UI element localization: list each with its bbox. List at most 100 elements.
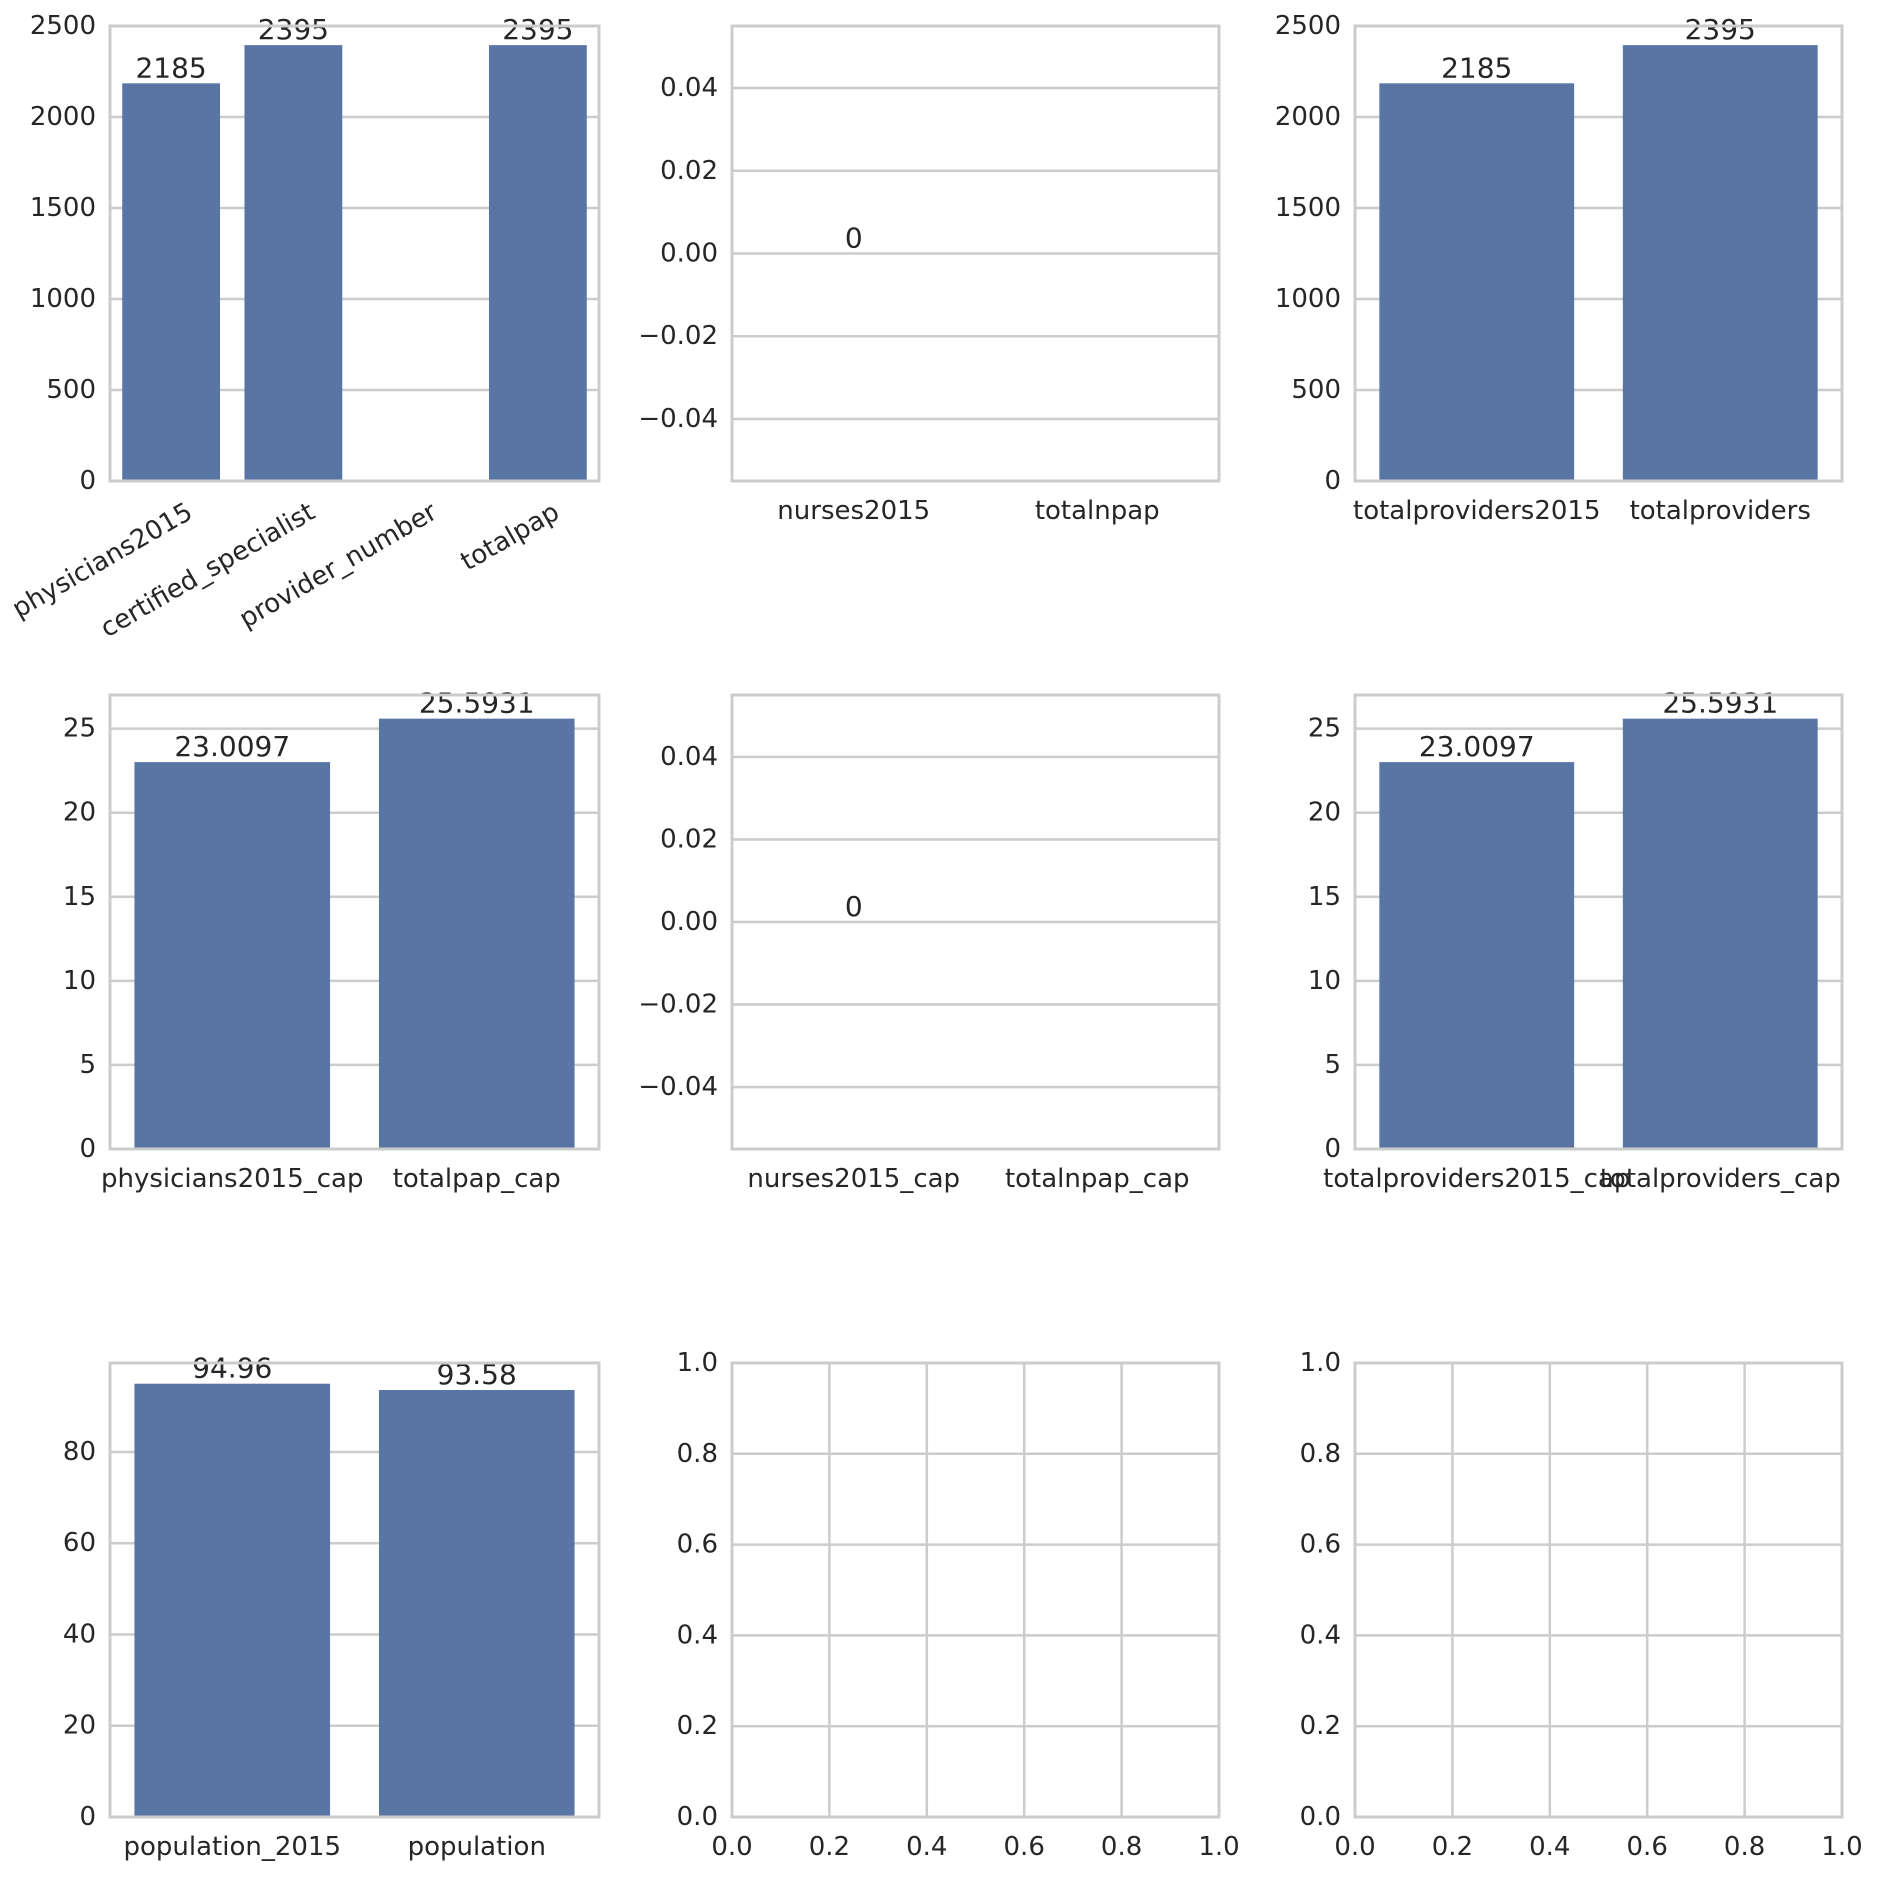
chart-panel-2: −0.04 −0.02 0.00 0.02 0.04 0 nurses2015 totalnp… bbox=[638, 24, 1221, 526]
bar-totalproviders bbox=[1622, 45, 1818, 482]
y-tick-label: 25 bbox=[63, 714, 96, 744]
y-tick-label: 0 bbox=[1324, 1134, 1341, 1164]
bar-value-label: 2185 bbox=[135, 51, 206, 84]
x-tick-label: nurses2015_cap bbox=[747, 1164, 960, 1194]
chart-panel-3: 0 500 1000 1500 2000 2500 2185 totalproviders20… bbox=[1275, 11, 1844, 526]
axes-frame bbox=[108, 693, 601, 1151]
y-tick-label: −0.04 bbox=[638, 404, 718, 434]
x-tick-label: 0.0 bbox=[711, 1832, 752, 1862]
x-tick-label: totalproviders bbox=[1630, 496, 1811, 526]
bar-totalproviders2015_cap bbox=[1379, 762, 1575, 1149]
x-tick-label: population_2015 bbox=[123, 1832, 341, 1862]
y-tick-label: −0.04 bbox=[638, 1072, 718, 1102]
bar-value-label: 25.5931 bbox=[419, 687, 535, 720]
y-tick-label: 0 bbox=[1324, 466, 1341, 496]
y-tick-label: 80 bbox=[63, 1437, 96, 1467]
y-tick-label: 25 bbox=[1308, 714, 1341, 744]
bar-physicians2015_cap bbox=[134, 762, 331, 1149]
x-tick-label: totalpap_cap bbox=[393, 1164, 561, 1194]
chart-panel-1: 050010001500200025002185physicians201523… bbox=[7, 11, 601, 644]
bar-population bbox=[378, 1390, 575, 1817]
y-tick-label: 0.02 bbox=[660, 824, 718, 854]
x-tick-label: totalnpap bbox=[1035, 496, 1160, 526]
y-tick-label: 2000 bbox=[1275, 102, 1341, 132]
axes-frame bbox=[108, 24, 601, 483]
y-tick-label: 500 bbox=[46, 375, 96, 405]
y-tick-label: 0.0 bbox=[1300, 1802, 1341, 1832]
y-tick-label: 0.00 bbox=[660, 907, 718, 937]
x-tick-label: totalnpap_cap bbox=[1005, 1164, 1190, 1194]
bar-physicians2015 bbox=[122, 83, 221, 481]
y-tick-label: 0.2 bbox=[677, 1711, 718, 1741]
x-tick-label: 0.4 bbox=[1529, 1832, 1570, 1862]
y-tick-label: 2000 bbox=[30, 102, 96, 132]
bar-population_2015 bbox=[134, 1383, 331, 1817]
x-tick-label: provider_number bbox=[234, 497, 442, 635]
axes-frame bbox=[730, 693, 1221, 1151]
y-tick-label: 0 bbox=[79, 466, 96, 496]
x-tick-label: 0.6 bbox=[1627, 1832, 1668, 1862]
x-tick-label: 0.6 bbox=[1004, 1832, 1045, 1862]
y-tick-label: 60 bbox=[63, 1528, 96, 1558]
y-tick-label: 0.04 bbox=[660, 742, 718, 772]
y-tick-label: 20 bbox=[1308, 798, 1341, 828]
chart-panel-4: 0 5 10 15 20 25 23.0097 physicians2015_cap 25.59… bbox=[63, 687, 601, 1194]
x-tick-label: totalproviders_cap bbox=[1600, 1164, 1841, 1194]
x-tick-label: totalpap bbox=[456, 497, 565, 577]
y-tick-label: 0.4 bbox=[1300, 1620, 1341, 1650]
y-tick-label: 0 bbox=[79, 1802, 96, 1832]
x-tick-label: 0.8 bbox=[1101, 1832, 1142, 1862]
bar-value-label: 0 bbox=[845, 222, 863, 255]
y-tick-label: 20 bbox=[63, 1711, 96, 1741]
y-tick-label: 0.6 bbox=[1300, 1530, 1341, 1560]
chart-panel-7: 02040608094.96population_201593.58popula… bbox=[63, 1352, 601, 1862]
bar-totalpap_cap bbox=[378, 718, 575, 1149]
y-tick-label: 1000 bbox=[1275, 284, 1341, 314]
bar-value-label: 0 bbox=[845, 890, 863, 923]
x-tick-label: nurses2015 bbox=[777, 496, 930, 526]
bar-value-label: 23.0097 bbox=[174, 730, 290, 763]
y-tick-label: 5 bbox=[1324, 1050, 1341, 1080]
x-tick-label: 0.2 bbox=[1432, 1832, 1473, 1862]
axes-frame bbox=[1353, 1361, 1844, 1819]
x-tick-label: physicians2015_cap bbox=[101, 1164, 364, 1194]
y-tick-label: 0.8 bbox=[677, 1439, 718, 1469]
x-tick-label: 0.4 bbox=[906, 1832, 947, 1862]
y-tick-label: 5 bbox=[79, 1050, 96, 1080]
x-tick-label: 1.0 bbox=[1821, 1832, 1862, 1862]
y-tick-label: 0.2 bbox=[1300, 1711, 1341, 1741]
y-tick-label: 40 bbox=[63, 1619, 96, 1649]
chart-panel-5: −0.04 −0.02 0.00 0.02 0.04 0 nurses2015_cap tot… bbox=[638, 693, 1221, 1194]
y-tick-label: 0.6 bbox=[677, 1530, 718, 1560]
axes-frame bbox=[108, 1361, 601, 1819]
axes-frame bbox=[730, 1361, 1221, 1819]
y-tick-label: 0.0 bbox=[677, 1802, 718, 1832]
x-tick-label: totalproviders2015 bbox=[1353, 496, 1601, 526]
y-tick-label: 15 bbox=[63, 882, 96, 912]
axes-frame bbox=[730, 24, 1221, 483]
bar-value-label: 25.5931 bbox=[1662, 687, 1778, 720]
y-tick-label: 15 bbox=[1308, 882, 1341, 912]
x-tick-label: 1.0 bbox=[1198, 1832, 1239, 1862]
x-tick-label: certified_specialist bbox=[96, 497, 321, 644]
y-tick-label: 1000 bbox=[30, 284, 96, 314]
y-tick-label: 0 bbox=[79, 1134, 96, 1164]
y-tick-label: 2500 bbox=[1275, 11, 1341, 41]
y-tick-label: −0.02 bbox=[638, 990, 718, 1020]
y-tick-label: 2500 bbox=[30, 11, 96, 41]
y-tick-label: 10 bbox=[63, 966, 96, 996]
chart-panel-8: 0.0 0.2 0.4 0.6 0.8 1.0 0.0 0.2 0.4 0.6 0.8 1.0 bbox=[677, 1348, 1240, 1862]
y-tick-label: 0.00 bbox=[660, 239, 718, 269]
y-tick-label: 1500 bbox=[30, 193, 96, 223]
bar-value-label: 2185 bbox=[1441, 51, 1512, 84]
bar-value-label: 2395 bbox=[502, 13, 573, 46]
axes-frame bbox=[1353, 24, 1844, 483]
y-tick-label: 0.04 bbox=[660, 73, 718, 103]
x-tick-label: 0.0 bbox=[1334, 1832, 1375, 1862]
axes-frame bbox=[1353, 693, 1844, 1151]
y-tick-label: 20 bbox=[63, 798, 96, 828]
bar-value-label: 2395 bbox=[258, 13, 329, 46]
y-tick-label: −0.02 bbox=[638, 321, 718, 351]
chart-panel-6: 0 5 10 15 20 25 23.0097 totalproviders2015_cap 2… bbox=[1308, 687, 1844, 1194]
